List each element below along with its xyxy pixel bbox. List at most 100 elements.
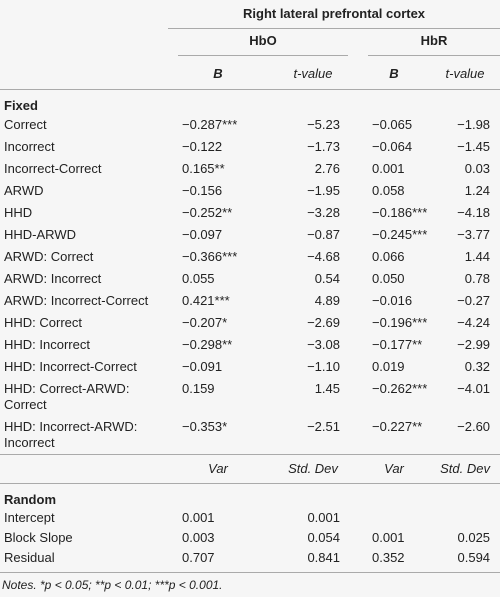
value-cell: 0.841 (307, 550, 340, 565)
value-cell: −0.016 (372, 293, 413, 308)
value-cell: −0.87 (307, 227, 340, 242)
data-row: HHD: Incorrect-ARWD: Incorrect −0.353* −2.… (0, 416, 500, 455)
empty-cell (0, 0, 168, 29)
empty-cell (0, 59, 168, 90)
group-cell: HbO (168, 29, 358, 60)
value-cell: −0.262*** (372, 381, 428, 396)
value-cell: −1.98 (457, 117, 491, 132)
data-row: Incorrect-Correct 0.165** 2.76 0.001 0.03 (0, 158, 500, 180)
data-row: Intercept 0.001 0.001 (0, 508, 500, 528)
value-cell: −0.091 (182, 359, 223, 374)
row-label: HHD-ARWD (4, 227, 76, 242)
group-header: HbO (178, 33, 348, 56)
value-cell: 0.165** (182, 161, 225, 176)
value-cell (430, 508, 500, 528)
data-row: Correct −0.287*** −5.23 −0.065 −1.98 (0, 114, 500, 136)
value-cell: −0.298** (182, 337, 233, 352)
row-label: Intercept (4, 510, 55, 525)
column-header: Var (208, 461, 228, 476)
value-cell: −0.122 (182, 139, 223, 154)
data-row: ARWD: Incorrect 0.055 0.54 0.050 0.78 (0, 268, 500, 290)
value-cell: −0.227** (372, 419, 423, 434)
row-label: Correct (4, 117, 47, 132)
row-label: HHD: Incorrect-Correct (4, 359, 137, 374)
row-label: HHD: Incorrect (4, 337, 90, 352)
value-cell: 0.159 (182, 381, 215, 396)
row-label: ARWD: Incorrect-Correct (4, 293, 149, 308)
value-cell: −1.45 (457, 139, 491, 154)
value-cell: 0.025 (457, 530, 491, 545)
notes: Notes. *p < 0.05; **p < 0.01; ***p < 0.0… (2, 578, 223, 592)
data-row: HHD: Correct-ARWD: Correct 0.159 1.45 −0.26… (0, 378, 500, 416)
section-row: Random (0, 484, 500, 509)
value-cell: −1.95 (307, 183, 340, 198)
value-cell: −0.287*** (182, 117, 238, 132)
value-cell: 0.066 (372, 249, 405, 264)
value-cell: −0.186*** (372, 205, 428, 220)
value-cell: −0.156 (182, 183, 223, 198)
value-cell: −0.177** (372, 337, 423, 352)
column-header: t-value (445, 66, 485, 81)
value-cell: −4.01 (457, 381, 491, 396)
section-label: Random (4, 492, 56, 507)
row-label: Incorrect-Correct (4, 161, 102, 176)
data-row: HHD: Incorrect-Correct −0.091 −1.10 0.019 0.… (0, 356, 500, 378)
value-cell: −2.69 (307, 315, 340, 330)
value-cell: −4.68 (307, 249, 340, 264)
data-row: HHD: Incorrect −0.298** −3.08 −0.177** −2.99 (0, 334, 500, 356)
value-cell: −0.353* (182, 419, 228, 434)
row-label: ARWD (4, 183, 44, 198)
value-cell: 2.76 (314, 161, 340, 176)
empty-cell (0, 29, 168, 60)
column-header: Std. Dev (440, 461, 490, 476)
value-cell: 0.001 (307, 510, 340, 525)
value-cell: 1.44 (464, 249, 491, 264)
row-label: Block Slope (4, 530, 73, 545)
row-label: HHD: Correct-ARWD: Correct (4, 381, 130, 412)
data-row: HHD: Correct −0.207* −2.69 −0.196*** −4.24 (0, 312, 500, 334)
row-label: Incorrect (4, 139, 55, 154)
value-cell: −0.245*** (372, 227, 428, 242)
group-header: HbR (368, 33, 500, 56)
column-header: Var (384, 461, 404, 476)
row-label: Residual (4, 550, 55, 565)
value-cell: 0.058 (372, 183, 405, 198)
data-row: Block Slope 0.003 0.054 0.001 0.025 (0, 528, 500, 548)
value-cell: −0.207* (182, 315, 228, 330)
data-row: ARWD: Incorrect-Correct 0.421*** 4.89 −0.01… (0, 290, 500, 312)
value-cell: −2.99 (457, 337, 491, 352)
value-cell: 4.89 (314, 293, 340, 308)
row-label: HHD: Incorrect-ARWD: Incorrect (4, 419, 138, 450)
value-cell: −2.60 (457, 419, 491, 434)
data-row: HHD-ARWD −0.097 −0.87 −0.245*** −3.77 (0, 224, 500, 246)
value-cell: −3.08 (307, 337, 340, 352)
value-cell: 0.421*** (182, 293, 230, 308)
section-label: Fixed (4, 98, 38, 113)
header-row: Right lateral prefrontal cortex (0, 0, 500, 29)
value-cell: 0.54 (314, 271, 340, 286)
data-row: Incorrect −0.122 −1.73 −0.064 −1.45 (0, 136, 500, 158)
value-cell: −2.51 (307, 419, 340, 434)
value-cell: 0.03 (464, 161, 491, 176)
value-cell: −0.097 (182, 227, 223, 242)
value-cell: 0.055 (182, 271, 215, 286)
value-cell (358, 508, 430, 528)
region-title: Right lateral prefrontal cortex (168, 0, 500, 29)
value-cell: −0.27 (457, 293, 491, 308)
value-cell: 1.45 (314, 381, 340, 396)
value-cell: −0.252** (182, 205, 233, 220)
value-cell: −3.28 (307, 205, 340, 220)
row-label: HHD (4, 205, 33, 220)
data-row: ARWD −0.156 −1.95 0.058 1.24 (0, 180, 500, 202)
column-header: B (213, 66, 223, 81)
row-label: ARWD: Incorrect (4, 271, 102, 286)
value-cell: −1.73 (307, 139, 340, 154)
value-cell: −4.24 (457, 315, 491, 330)
value-cell: 1.24 (464, 183, 491, 198)
value-cell: 0.594 (457, 550, 491, 565)
data-row: Residual 0.707 0.841 0.352 0.594 (0, 548, 500, 573)
